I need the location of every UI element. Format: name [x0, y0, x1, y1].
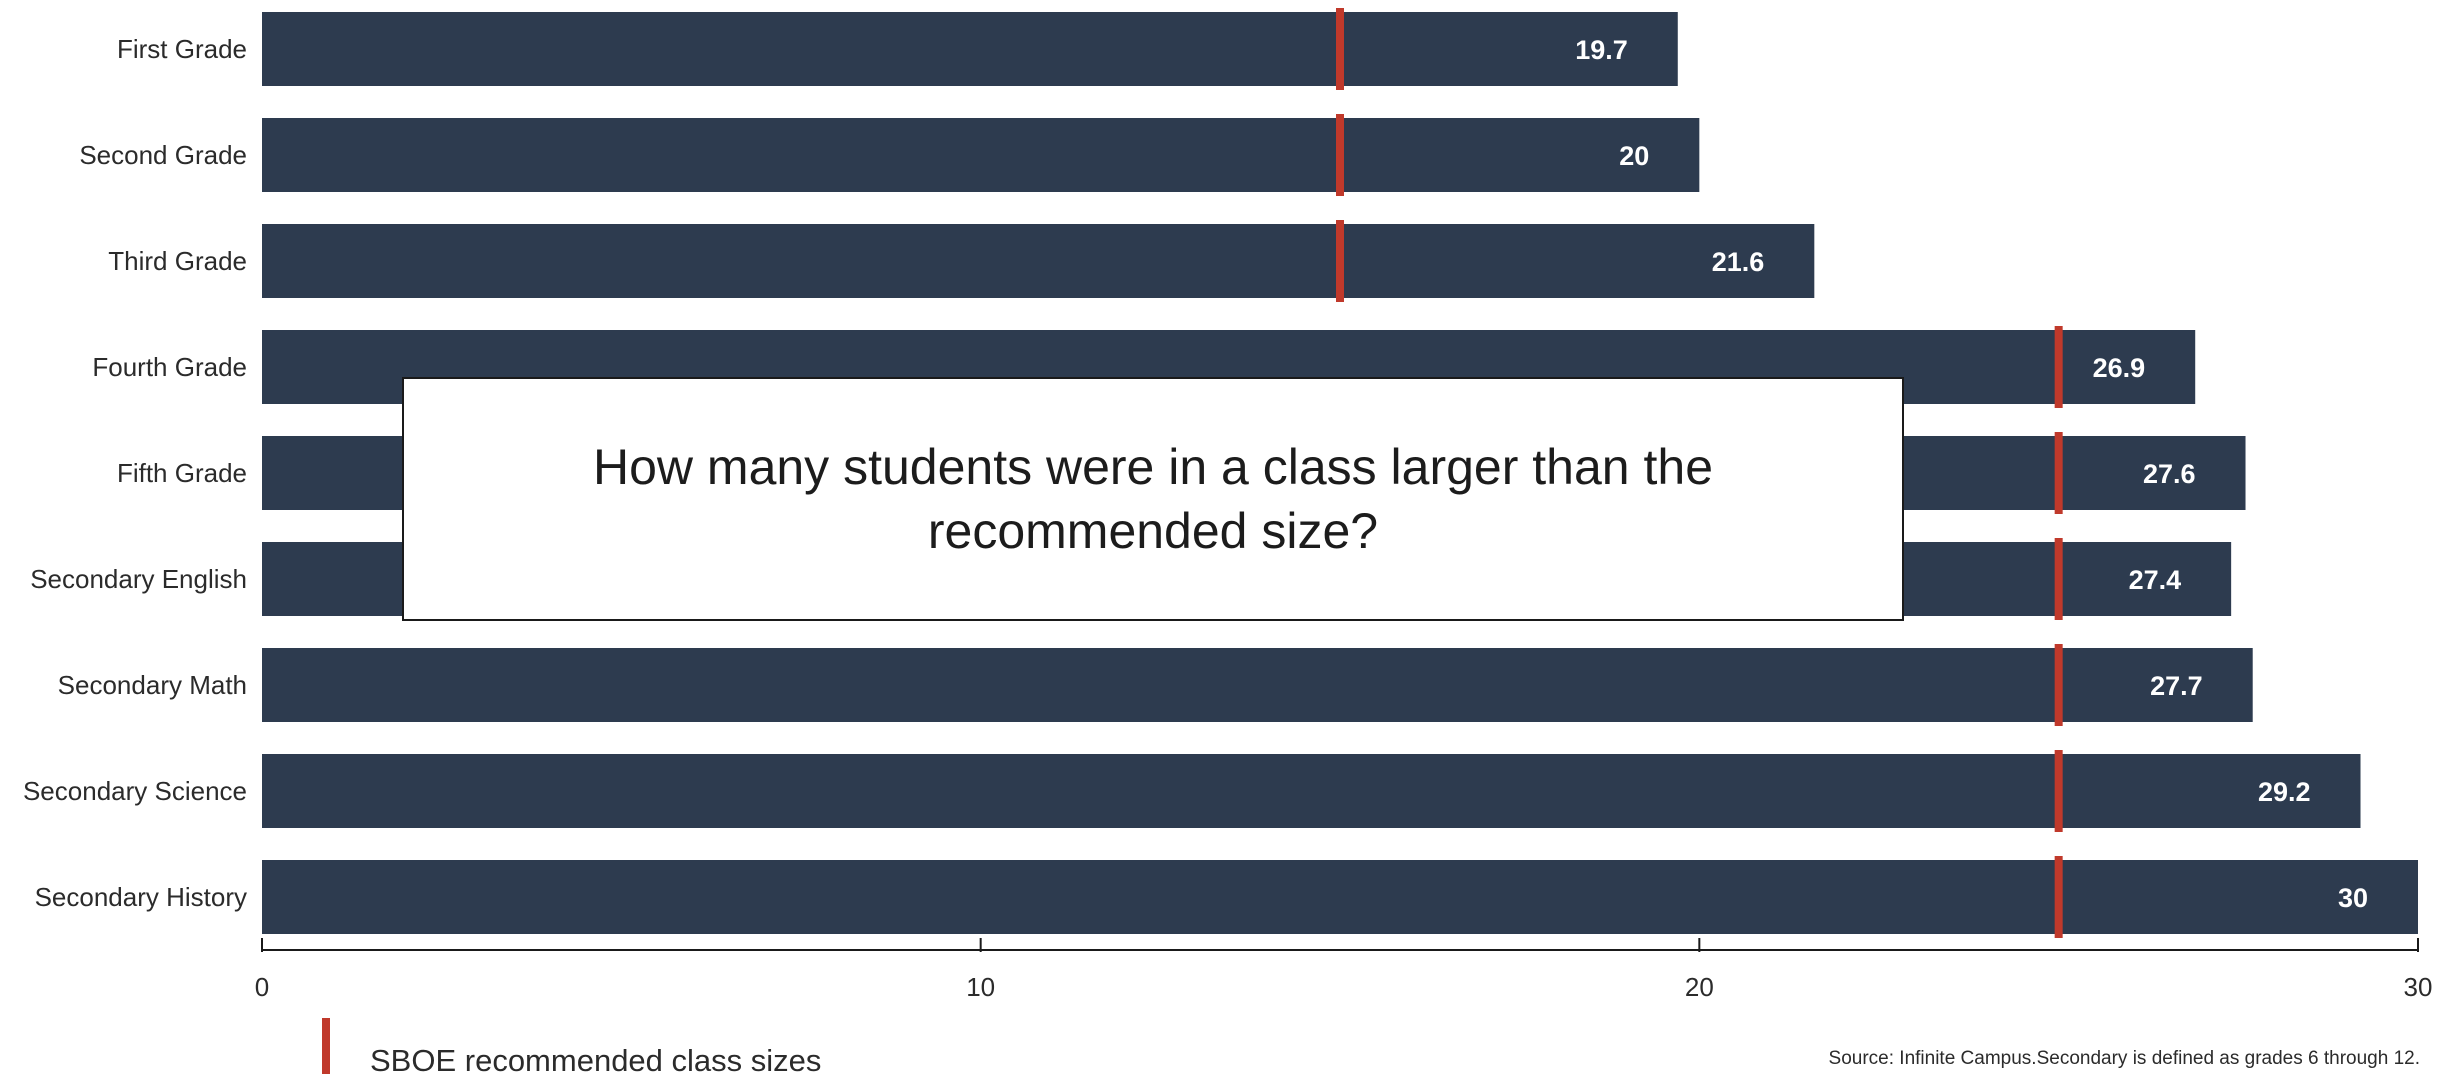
value-label: 21.6: [1712, 247, 1765, 277]
recommended-marker: [1336, 114, 1344, 196]
category-label: Fifth Grade: [117, 458, 247, 488]
bar: [262, 224, 1815, 298]
category-label: Secondary English: [30, 564, 247, 594]
x-tick-label: 10: [966, 972, 995, 1002]
recommended-marker: [2054, 750, 2063, 832]
recommended-marker: [1336, 8, 1344, 90]
value-label: 27.6: [2143, 459, 2196, 489]
recommended-marker: [2054, 856, 2063, 938]
category-label: Second Grade: [79, 140, 247, 170]
value-label: 19.7: [1575, 35, 1628, 65]
value-label: 27.7: [2150, 671, 2203, 701]
recommended-marker: [2054, 326, 2063, 408]
bar: [262, 648, 2253, 722]
recommended-marker: [2054, 432, 2063, 514]
value-label: 30: [2338, 883, 2368, 913]
legend-label: SBOE recommended class sizes: [370, 1043, 822, 1078]
bar: [262, 12, 1678, 86]
category-label: Secondary History: [35, 882, 247, 912]
category-label: First Grade: [117, 34, 247, 64]
recommended-marker: [2054, 538, 2063, 620]
x-tick-label: 30: [2404, 972, 2433, 1002]
x-tick-label: 20: [1685, 972, 1714, 1002]
legend-swatch: [322, 1018, 330, 1074]
recommended-marker: [1336, 220, 1344, 302]
legend: SBOE recommended class sizes: [322, 1018, 821, 1078]
value-label: 27.4: [2129, 565, 2182, 595]
x-tick-label: 0: [255, 972, 269, 1002]
source-note: Source: Infinite Campus.Secondary is def…: [1828, 1048, 2420, 1069]
category-label: Secondary Math: [58, 670, 247, 700]
recommended-marker: [2054, 644, 2063, 726]
question-text: How many students were in a class larger…: [593, 439, 1713, 559]
bar: [262, 754, 2361, 828]
bar: [262, 118, 1700, 192]
value-label: 26.9: [2093, 353, 2146, 383]
category-label: Fourth Grade: [92, 352, 247, 382]
category-label: Third Grade: [108, 246, 247, 276]
question-box: How many students were in a class larger…: [402, 377, 1904, 621]
value-label: 20: [1619, 141, 1649, 171]
category-label: Secondary Science: [23, 776, 247, 806]
value-label: 29.2: [2258, 777, 2311, 807]
bar: [262, 860, 2418, 934]
